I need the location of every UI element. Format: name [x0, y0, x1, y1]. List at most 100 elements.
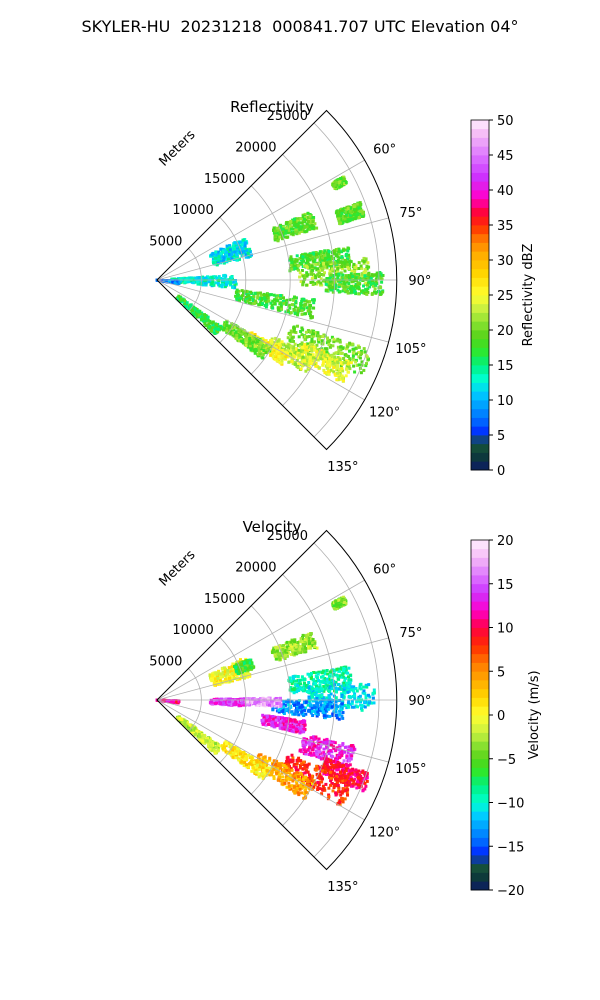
- echo-gate: [282, 644, 286, 647]
- echo-gate: [281, 647, 285, 651]
- echo-gate: [315, 343, 319, 347]
- echo-region: [234, 288, 316, 320]
- echo-gate: [244, 344, 248, 347]
- echo-gate: [295, 350, 298, 354]
- echo-gate: [221, 279, 225, 283]
- echo-gate: [345, 354, 349, 358]
- echo-gate: [273, 298, 277, 302]
- echo-gate: [223, 666, 226, 670]
- echo-gate: [326, 363, 330, 367]
- echo-gate: [293, 645, 297, 648]
- echo-gate: [330, 687, 334, 691]
- echo-gate: [293, 295, 296, 299]
- echo-gate: [330, 354, 334, 358]
- echo-gate: [348, 213, 352, 217]
- echo-gate: [322, 689, 326, 693]
- echo-gate: [356, 281, 360, 285]
- colorbar-swatch: [471, 391, 489, 401]
- echo-gate: [275, 649, 279, 653]
- echo-gate: [336, 677, 340, 680]
- echo-gate: [340, 275, 344, 279]
- echo-gate: [303, 342, 307, 346]
- echo-gate: [298, 271, 302, 275]
- echo-gate: [297, 362, 301, 365]
- range-tick-label: 10000: [172, 203, 213, 218]
- echo-gate: [322, 368, 326, 372]
- echo-gate: [316, 355, 320, 359]
- echo-gate: [285, 640, 289, 644]
- echo-gate: [238, 677, 242, 681]
- echo-gate: [184, 301, 187, 305]
- echo-gate: [374, 279, 378, 283]
- echo-gate: [350, 685, 354, 689]
- echo-gate: [299, 350, 303, 354]
- echo-gate: [337, 667, 340, 671]
- echo-gate: [223, 323, 226, 326]
- echo-gate: [362, 689, 366, 693]
- echo-gate: [320, 680, 324, 684]
- echo-gate: [289, 257, 293, 260]
- echo-gate: [340, 672, 344, 676]
- echo-gate: [337, 683, 341, 686]
- echo-gate: [346, 291, 350, 295]
- echo-gate: [357, 261, 361, 265]
- echo-gate: [365, 292, 369, 296]
- echo-gate: [296, 684, 300, 688]
- echo-gate: [365, 288, 369, 292]
- echo-gate: [349, 695, 353, 699]
- echo-gate: [356, 705, 359, 709]
- echo-gate: [222, 259, 226, 263]
- echo-gate: [282, 296, 285, 300]
- echo-gate: [239, 674, 243, 678]
- echo-gate: [248, 250, 252, 254]
- echo-gate: [278, 657, 282, 661]
- echo-gate: [242, 291, 245, 295]
- echo-gate: [342, 687, 346, 691]
- echo-gate: [320, 687, 324, 691]
- echo-gate: [307, 258, 311, 261]
- echo-gate: [347, 675, 350, 679]
- echo-gate: [296, 306, 300, 310]
- echo-gate: [349, 286, 353, 290]
- echo-gate: [350, 705, 354, 709]
- echo-gate: [278, 230, 282, 234]
- echo-gate: [358, 683, 362, 687]
- echo-gate: [342, 361, 346, 365]
- echo-gate: [263, 293, 267, 297]
- echo-gate: [357, 292, 361, 296]
- echo-gate: [328, 354, 332, 358]
- echo-gate: [335, 253, 338, 257]
- reflectivity-sweep: [155, 175, 385, 383]
- echo-gate: [300, 230, 304, 233]
- echo-gate: [295, 690, 299, 694]
- colorbar-swatch: [471, 408, 489, 418]
- echo-gate: [264, 339, 268, 343]
- echo-region: [209, 238, 253, 267]
- echo-gate: [282, 655, 286, 659]
- echo-gate: [357, 285, 361, 289]
- echo-gate: [353, 203, 357, 207]
- colorbar-tick-label: 0: [497, 464, 505, 479]
- echo-gate: [318, 683, 322, 687]
- echo-gate: [244, 338, 248, 342]
- echo-gate: [305, 633, 309, 637]
- echo-gate: [235, 297, 239, 301]
- echo-gate: [336, 371, 339, 375]
- echo-gate: [317, 280, 321, 284]
- echo-gate: [194, 276, 198, 280]
- echo-gate: [261, 352, 265, 356]
- echo-gate: [305, 342, 309, 346]
- echo-gate: [256, 340, 260, 343]
- echo-gate: [300, 345, 304, 349]
- echo-gate: [313, 222, 317, 226]
- echo-gate: [289, 219, 293, 223]
- echo-gate: [232, 667, 236, 671]
- echo-gate: [346, 701, 350, 705]
- echo-gate: [230, 664, 234, 668]
- echo-region: [331, 175, 348, 191]
- echo-gate: [342, 285, 346, 289]
- echo-gate: [332, 352, 336, 356]
- echo-gate: [374, 273, 378, 277]
- echo-gate: [282, 343, 286, 347]
- echo-gate: [338, 603, 342, 607]
